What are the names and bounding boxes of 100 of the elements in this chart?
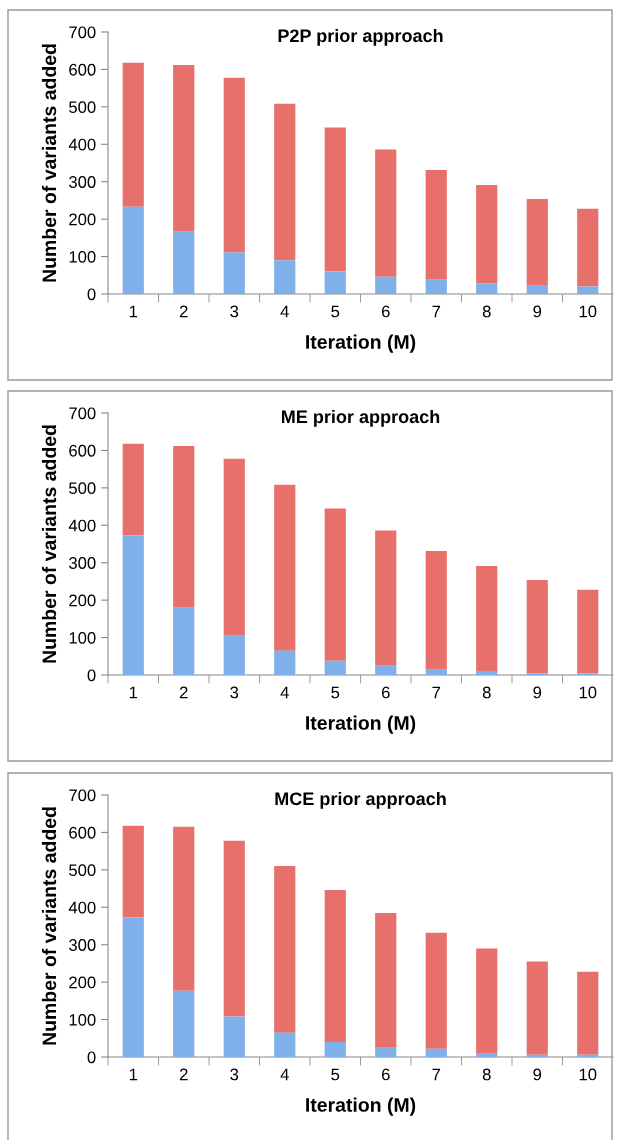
- bar: [375, 149, 397, 277]
- bar: [324, 890, 346, 1043]
- bar: [425, 279, 447, 294]
- y-tick-label: 200: [69, 594, 96, 607]
- bar: [375, 912, 397, 1048]
- bar: [274, 103, 296, 261]
- y-axis-title: Number of variants added: [41, 807, 57, 1045]
- x-axis-title: Iteration (M): [306, 715, 416, 734]
- x-tick-label: 3: [230, 1068, 239, 1081]
- y-tick-label: 400: [68, 138, 96, 151]
- y-tick-label: 500: [69, 101, 96, 114]
- bar: [173, 826, 195, 991]
- y-tick-label: 0: [87, 1051, 96, 1064]
- bar: [223, 252, 245, 294]
- bar: [173, 231, 195, 294]
- bar: [375, 1047, 397, 1057]
- bar: [173, 64, 195, 232]
- x-tick-label: 3: [230, 686, 239, 699]
- x-tick-label: 5: [331, 1068, 340, 1081]
- y-tick-label: 600: [69, 63, 96, 76]
- x-tick-label: 7: [432, 1068, 441, 1081]
- bar: [274, 866, 296, 1033]
- y-tick-label: 100: [69, 631, 96, 644]
- bar: [122, 917, 144, 1057]
- bar: [173, 990, 195, 1057]
- bar: [577, 971, 599, 1055]
- bar: [223, 458, 245, 636]
- x-tick-label: 5: [331, 686, 340, 699]
- chart-title: MCE prior approach: [275, 791, 446, 809]
- x-tick-label: 4: [280, 1068, 289, 1081]
- bar: [425, 170, 447, 280]
- bar: [526, 285, 548, 294]
- y-tick-label: 100: [69, 1013, 96, 1026]
- bar: [274, 260, 296, 294]
- x-tick-label: 8: [482, 686, 491, 699]
- bar: [425, 669, 447, 675]
- x-tick-label: 7: [432, 305, 441, 318]
- bar: [223, 1016, 245, 1057]
- x-tick-label: 8: [482, 1068, 491, 1081]
- bar: [324, 127, 346, 272]
- bar: [274, 484, 296, 651]
- x-tick-label: 1: [129, 305, 138, 318]
- bar: [324, 1042, 346, 1057]
- x-tick-label: 8: [482, 305, 491, 318]
- bar: [577, 286, 599, 294]
- y-tick-label: 500: [69, 864, 96, 877]
- x-tick-label: 6: [381, 1068, 390, 1081]
- x-axis-title: Iteration (M): [306, 334, 416, 353]
- x-axis-title: Iteration (M): [306, 1097, 416, 1116]
- bar: [173, 445, 195, 608]
- bar: [476, 948, 498, 1054]
- bar: [526, 579, 548, 674]
- y-tick-label: 0: [87, 288, 96, 301]
- bar: [324, 660, 346, 675]
- bar: [425, 932, 447, 1049]
- y-tick-label: 300: [69, 176, 96, 188]
- y-tick-label: 600: [69, 444, 96, 457]
- bar: [223, 77, 245, 253]
- y-axis-title: Number of variants added: [41, 425, 57, 663]
- bar: [122, 535, 144, 675]
- chart-title: P2P prior approach: [278, 28, 443, 46]
- bar: [375, 530, 397, 666]
- bar: [476, 185, 498, 284]
- x-tick-label: 2: [179, 305, 188, 318]
- y-tick-label: 500: [69, 482, 96, 495]
- bar: [274, 650, 296, 675]
- bar: [425, 551, 447, 670]
- y-tick-label: 300: [69, 939, 96, 951]
- x-tick-label: 5: [331, 305, 340, 318]
- bar: [577, 208, 599, 287]
- y-tick-label: 200: [69, 976, 96, 989]
- bar: [122, 62, 144, 207]
- bar: [173, 607, 195, 675]
- bar: [526, 961, 548, 1055]
- x-tick-label: 2: [179, 686, 188, 699]
- y-tick-label: 100: [69, 250, 96, 263]
- bar: [526, 198, 548, 286]
- x-tick-label: 2: [179, 1068, 188, 1081]
- bar: [324, 508, 346, 661]
- y-tick-label: 200: [69, 213, 96, 226]
- x-tick-label: 6: [381, 305, 390, 318]
- x-tick-label: 1: [129, 686, 138, 699]
- y-tick-label: 0: [87, 669, 96, 682]
- x-tick-label: 10: [579, 1068, 597, 1081]
- bar: [274, 1032, 296, 1057]
- x-tick-label: 4: [280, 686, 289, 699]
- x-tick-label: 9: [533, 305, 542, 318]
- x-tick-label: 3: [230, 305, 239, 318]
- bar: [375, 665, 397, 675]
- bar: [324, 271, 346, 294]
- bar: [122, 206, 144, 294]
- y-tick-label: 700: [69, 789, 96, 802]
- x-tick-label: 9: [533, 1068, 542, 1081]
- bar: [476, 283, 498, 294]
- y-tick-label: 400: [68, 519, 96, 532]
- y-tick-label: 300: [69, 557, 96, 569]
- bar: [122, 443, 144, 536]
- x-tick-label: 7: [432, 686, 441, 699]
- bar: [425, 1048, 447, 1057]
- bar: [476, 670, 498, 675]
